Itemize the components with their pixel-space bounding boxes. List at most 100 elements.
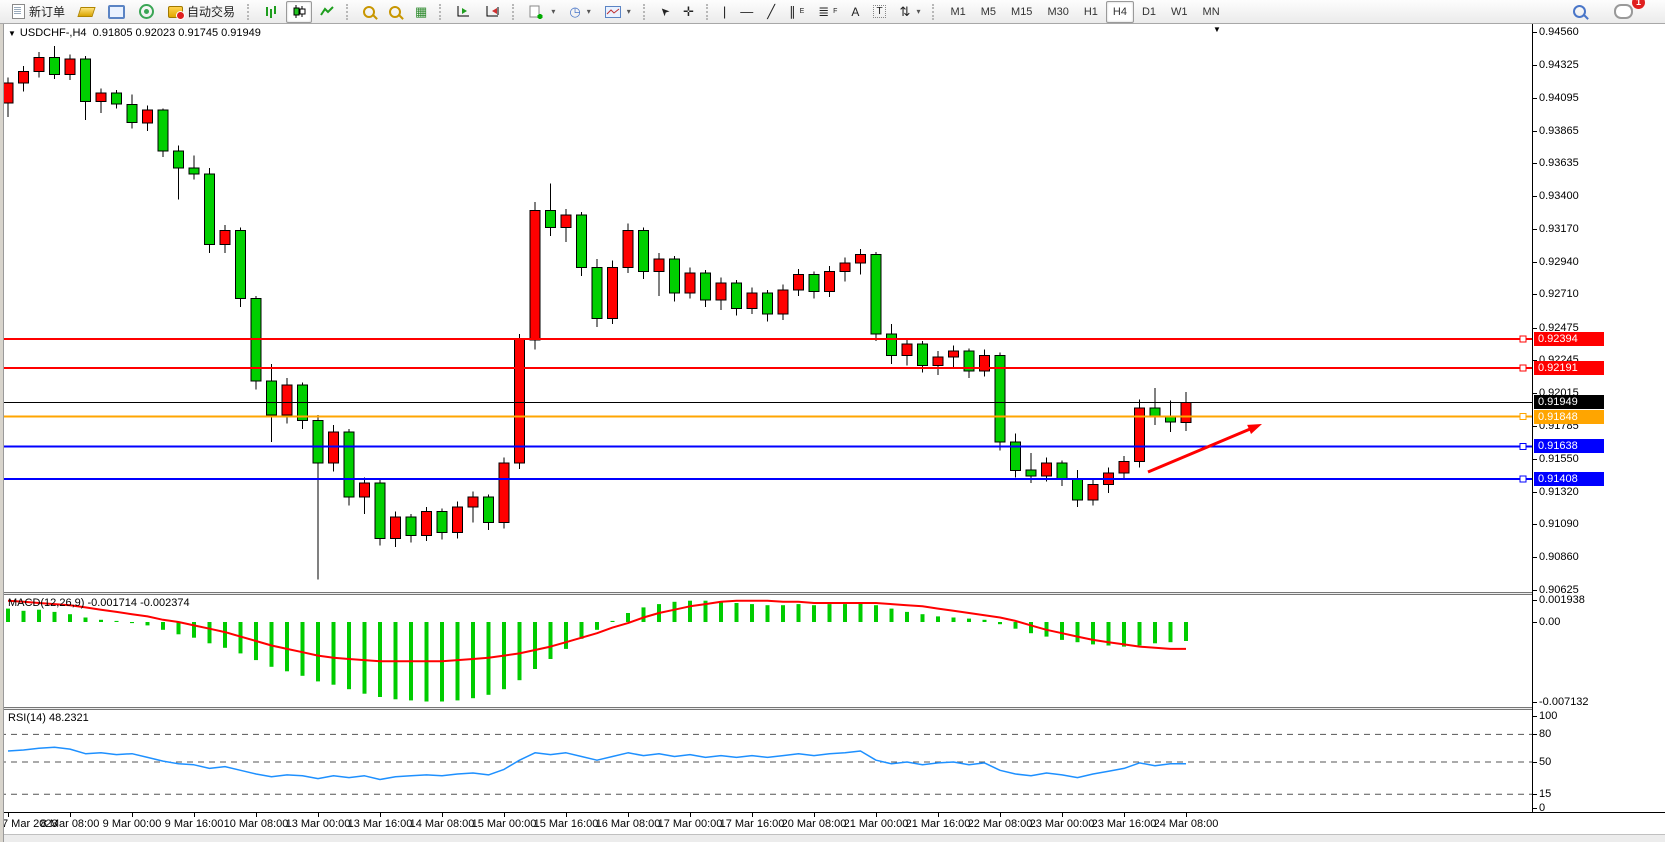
- candlestick-chart-button[interactable]: [286, 0, 313, 23]
- time-tick: [1062, 813, 1063, 817]
- arrow-tools-button[interactable]: ⇅: [894, 1, 927, 23]
- text-button[interactable]: A: [845, 1, 865, 23]
- toolbar-separator: [439, 3, 444, 20]
- period-button[interactable]: ◷: [563, 1, 596, 23]
- chart-symbol-period: USDCHF-,H4: [19, 27, 87, 39]
- time-label: 13 Mar 00:00: [285, 818, 351, 830]
- cursor-button[interactable]: ➤: [654, 1, 675, 23]
- price-scale-label: 0.92940: [1533, 256, 1579, 268]
- signal-button[interactable]: [133, 1, 160, 23]
- tf-button-w1[interactable]: W1: [1171, 5, 1188, 18]
- tf-button-m5[interactable]: M5: [980, 5, 997, 18]
- price-hline-0.92394[interactable]: [0, 335, 1532, 343]
- price-scale-label: 0.94095: [1533, 92, 1579, 104]
- time-axis[interactable]: 7 Mar 2023 8 Mar 08:00 9 Mar 00:00 9 Mar 16…: [0, 812, 1665, 834]
- time-tick: [876, 813, 877, 817]
- time-label: 10 Mar 08:00: [223, 818, 289, 830]
- text-label-icon: T: [873, 5, 886, 18]
- fibonacci-button[interactable]: ≣ F: [818, 4, 838, 19]
- time-label: 17 Mar 00:00: [657, 818, 723, 830]
- time-tick: [504, 813, 505, 817]
- template-icon: [604, 5, 621, 18]
- tf-button-m1[interactable]: M1: [950, 5, 966, 18]
- time-label: 9 Mar 00:00: [102, 818, 162, 830]
- price-scale-label: 0.93170: [1533, 223, 1579, 235]
- tf-button-h4[interactable]: H4: [1105, 0, 1134, 23]
- terminal-button[interactable]: [102, 1, 131, 23]
- arrow-tools-icon: ⇅: [899, 4, 911, 19]
- trend-arrow-annotation[interactable]: [1147, 424, 1262, 474]
- rsi-pane[interactable]: [0, 710, 1532, 812]
- autotrade-robot-icon: [168, 5, 186, 20]
- tf-button-m30[interactable]: M30: [1047, 5, 1069, 18]
- toolbar-separator: [247, 3, 252, 20]
- equidistant-channel-icon: ∥: [789, 4, 796, 19]
- zoom-out-button[interactable]: [383, 1, 407, 23]
- line-chart-button[interactable]: [314, 1, 340, 23]
- pane-splitter[interactable]: [0, 592, 1665, 595]
- new-order-icon: [12, 4, 25, 19]
- time-label: 20 Mar 08:00: [781, 818, 847, 830]
- shift-end-button[interactable]: [450, 1, 477, 23]
- chart-shift-marker: ▼: [1213, 25, 1221, 34]
- price-hline-0.91848[interactable]: [0, 413, 1532, 421]
- bar-chart-icon: [266, 6, 277, 18]
- new-order-button[interactable]: 新订单: [6, 1, 71, 23]
- main-chart-pane[interactable]: [0, 24, 1532, 592]
- price-scale-label: 0.92475: [1533, 322, 1579, 334]
- text-icon: A: [851, 4, 860, 19]
- trendline-button[interactable]: ╱: [761, 1, 781, 23]
- time-label: 17 Mar 16:00: [719, 818, 785, 830]
- price-scale-label: 0.90860: [1533, 551, 1579, 563]
- tf-button-mn[interactable]: MN: [1202, 5, 1220, 18]
- rsi-chart[interactable]: [0, 710, 1532, 812]
- template-button[interactable]: [599, 1, 637, 23]
- equidistant-channel-button[interactable]: ∥ E: [789, 4, 805, 19]
- search-button[interactable]: [1567, 1, 1592, 23]
- auto-trading-label: 自动交易: [187, 5, 236, 19]
- price-tag-0.91408: 0.91408: [1534, 472, 1604, 486]
- market-watch-button[interactable]: [73, 1, 100, 23]
- auto-scroll-button[interactable]: [479, 1, 506, 23]
- tf-button-h1[interactable]: H1: [1083, 5, 1098, 18]
- horizontal-line-button[interactable]: —: [734, 1, 759, 23]
- add-indicator-button[interactable]: [523, 1, 561, 23]
- tile-windows-button[interactable]: ▦: [409, 1, 433, 23]
- zoom-in-button[interactable]: [357, 1, 381, 23]
- price-scale[interactable]: 0.94560 0.94325 0.94095 0.93865 0.93635 0.934…: [1532, 24, 1665, 814]
- macd-scale-label: 0.001938: [1533, 594, 1585, 606]
- macd-chart[interactable]: [0, 595, 1532, 707]
- notifications-button[interactable]: 1: [1608, 0, 1645, 23]
- tf-button-m15[interactable]: M15: [1011, 5, 1033, 18]
- tf-button-d1[interactable]: D1: [1141, 5, 1157, 18]
- collapse-icon[interactable]: ▼: [8, 29, 16, 38]
- chart-ohlc-values: 0.91805 0.92023 0.91745 0.91949: [92, 27, 261, 39]
- pane-splitter[interactable]: [0, 707, 1665, 710]
- time-label: 7 Mar 2023: [2, 818, 58, 830]
- price-hline-0.91408[interactable]: [0, 475, 1532, 483]
- toolbar-separator: [642, 3, 648, 20]
- price-tag-0.92191: 0.92191: [1534, 361, 1604, 375]
- window-bottom-edge: [0, 834, 1665, 842]
- auto-trading-button[interactable]: 自动交易: [162, 1, 241, 23]
- gold-icon: [77, 6, 96, 17]
- price-scale-label: 0.92710: [1533, 288, 1579, 300]
- crosshair-button[interactable]: ✛: [677, 1, 700, 23]
- chart-title: ▼ USDCHF-,H4 0.91805 0.92023 0.91745 0.91…: [8, 27, 261, 39]
- text-label-button[interactable]: T: [867, 1, 891, 23]
- time-tick: [442, 813, 443, 817]
- fibonacci-icon: ≣: [818, 4, 830, 19]
- price-hline-0.91638[interactable]: [0, 442, 1532, 450]
- zoom-in-icon: [363, 5, 376, 18]
- macd-pane[interactable]: [0, 595, 1532, 707]
- candlestick-chart[interactable]: [0, 24, 1532, 592]
- time-tick: [814, 813, 815, 817]
- time-tick: [380, 813, 381, 817]
- time-tick: [628, 813, 629, 817]
- bar-chart-button[interactable]: [258, 1, 284, 23]
- time-tick: [752, 813, 753, 817]
- vertical-line-button[interactable]: |: [717, 1, 732, 23]
- price-hline-0.92191[interactable]: [0, 364, 1532, 372]
- period-clock-icon: ◷: [569, 4, 581, 19]
